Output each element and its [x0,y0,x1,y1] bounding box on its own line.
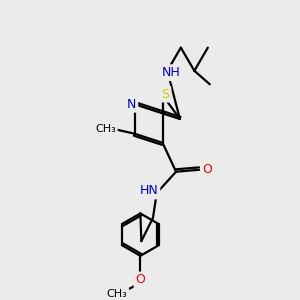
Text: N: N [127,98,136,111]
Text: HN: HN [140,184,158,197]
Text: S: S [161,88,169,101]
Text: NH: NH [162,66,181,79]
Text: O: O [202,163,212,176]
Text: O: O [135,273,145,286]
Text: CH₃: CH₃ [107,290,128,299]
Text: CH₃: CH₃ [95,124,116,134]
